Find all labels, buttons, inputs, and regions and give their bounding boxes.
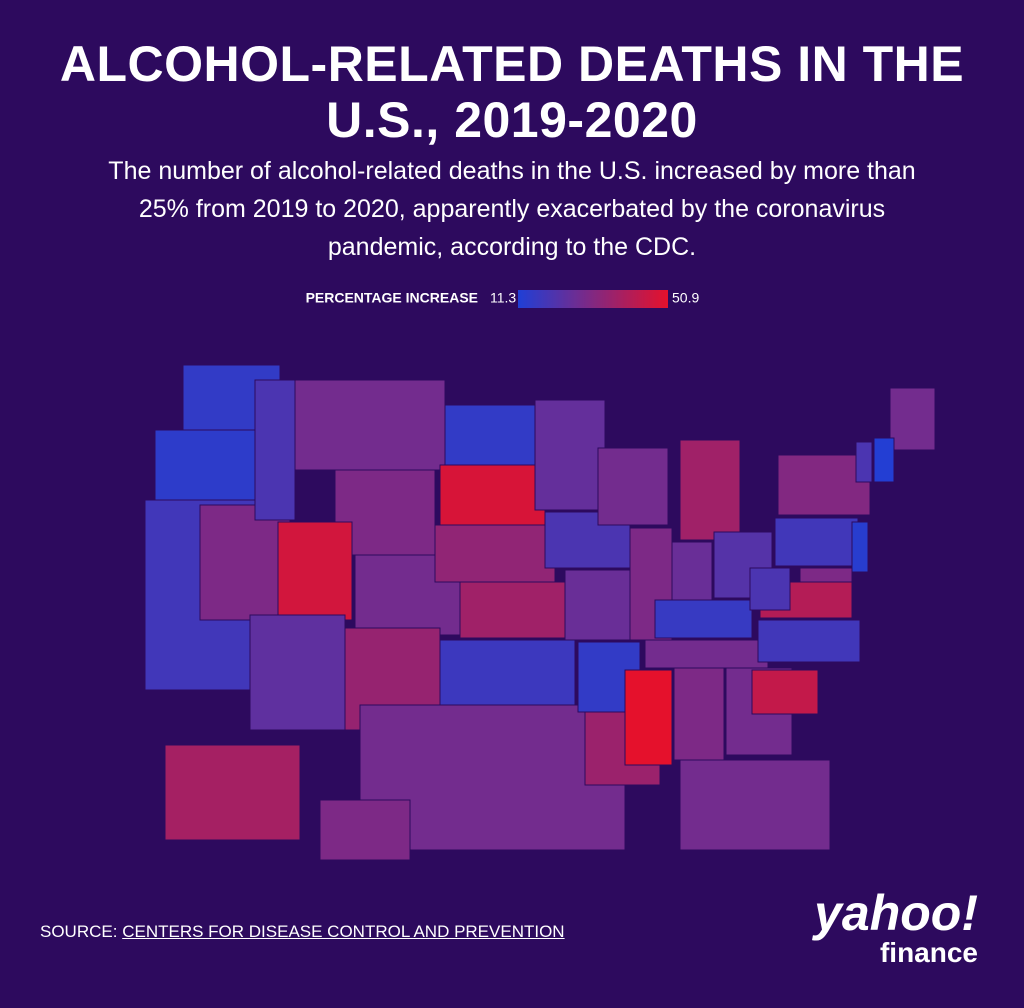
- state: [624, 669, 673, 766]
- state: [154, 429, 271, 506]
- state: [679, 439, 741, 541]
- state: [439, 464, 546, 526]
- subtitle-line: The number of alcohol-related deaths in …: [108, 157, 916, 185]
- source-link[interactable]: CENTERS FOR DISEASE CONTROL AND PREVENTI…: [122, 922, 565, 941]
- state: [851, 521, 869, 573]
- state: [254, 379, 296, 521]
- title: ALCOHOL-RELATED DEATHS IN THE U.S., 2019…: [0, 36, 1024, 148]
- state: [444, 404, 536, 466]
- state: [774, 517, 859, 567]
- source-prefix: SOURCE:: [40, 922, 118, 941]
- state: [459, 581, 571, 639]
- state: [277, 521, 353, 621]
- legend-label: PERCENTAGE INCREASE: [306, 290, 478, 306]
- logo-brand: yahoo!: [814, 885, 978, 941]
- legend-max: 50.9: [672, 290, 699, 306]
- state: [889, 387, 936, 451]
- state: [654, 599, 753, 639]
- subtitle: The number of alcohol-related deaths in …: [0, 152, 1024, 266]
- state: [534, 399, 606, 511]
- state: [757, 619, 861, 663]
- title-line: U.S., 2019-2020: [326, 92, 698, 148]
- title-line: ALCOHOL-RELATED DEATHS IN THE: [59, 36, 965, 92]
- state: [319, 799, 411, 861]
- state: [199, 504, 291, 621]
- state: [777, 454, 871, 516]
- legend-bar: [518, 290, 668, 308]
- state: [751, 669, 819, 715]
- state: [799, 567, 853, 583]
- state: [644, 639, 769, 669]
- states: [144, 364, 936, 861]
- state: [679, 759, 831, 851]
- legend-min: 11.3: [490, 290, 516, 306]
- state: [673, 667, 725, 761]
- state: [434, 524, 556, 583]
- logo: yahoo! finance: [814, 888, 978, 968]
- subtitle-line: pandemic, according to the CDC.: [327, 233, 697, 261]
- state: [855, 441, 873, 483]
- state: [597, 447, 669, 526]
- state: [439, 639, 576, 706]
- state: [249, 614, 346, 731]
- logo-product: finance: [879, 937, 978, 968]
- subtitle-line: 25% from 2019 to 2020, apparently exacer…: [138, 195, 886, 223]
- state: [294, 379, 446, 471]
- source: SOURCE: CENTERS FOR DISEASE CONTROL AND …: [40, 922, 565, 942]
- state: [164, 744, 301, 841]
- state: [873, 437, 895, 483]
- state: [749, 567, 791, 611]
